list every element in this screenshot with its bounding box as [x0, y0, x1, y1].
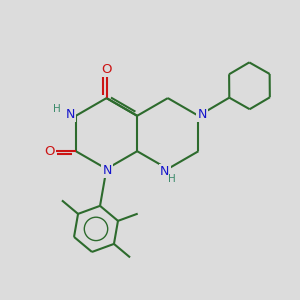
Text: N: N: [160, 165, 170, 178]
Text: H: H: [168, 174, 176, 184]
Text: N: N: [66, 108, 75, 121]
Text: N: N: [197, 108, 207, 121]
Text: H: H: [53, 104, 61, 114]
Text: O: O: [44, 145, 55, 158]
Text: O: O: [101, 62, 112, 76]
Text: N: N: [102, 164, 112, 177]
